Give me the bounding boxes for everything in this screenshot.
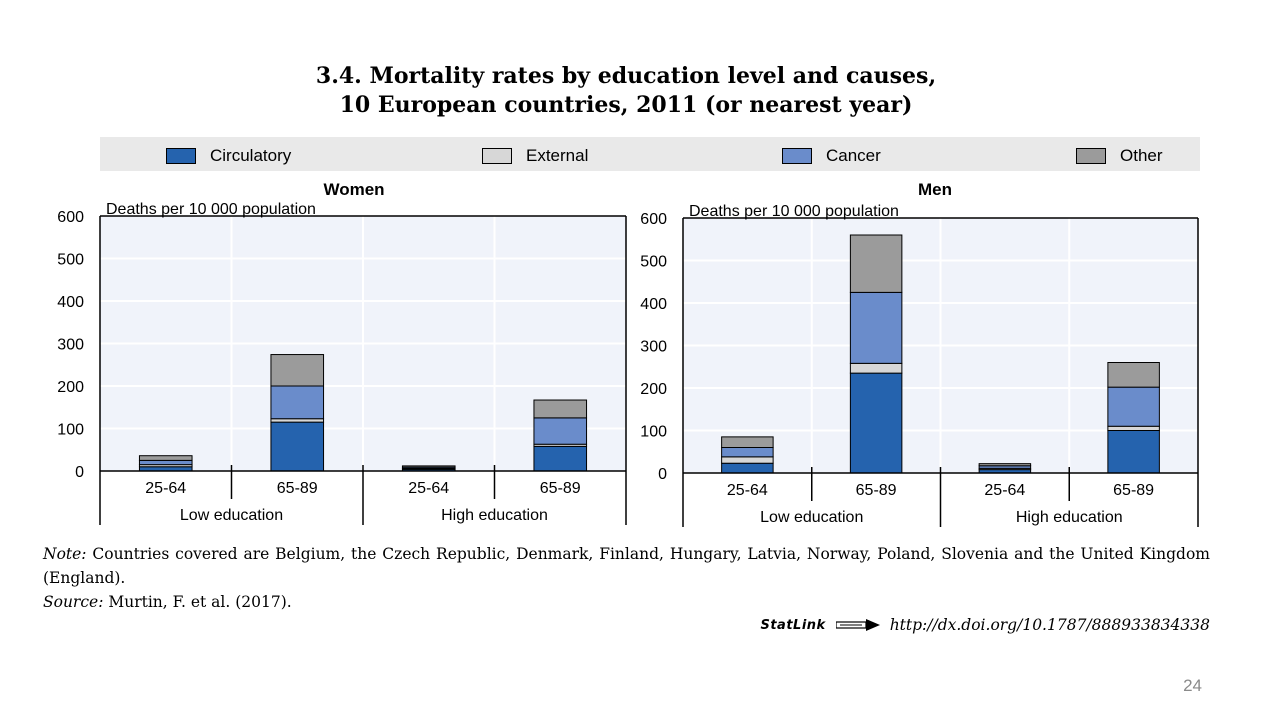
x-tick-label: 65-89 — [540, 480, 581, 497]
legend-swatch-other — [1076, 148, 1106, 164]
x-tick-label: 25-64 — [145, 480, 186, 497]
bar-circulatory-3 — [1107, 430, 1160, 474]
note-line: Note: Countries covered are Belgium, the… — [43, 542, 1210, 590]
bar-external-3 — [1107, 425, 1160, 431]
bar-other-2 — [401, 465, 456, 468]
group-label: High education — [441, 507, 548, 524]
note-block: Note: Countries covered are Belgium, the… — [43, 542, 1210, 614]
bar-cancer-1 — [849, 291, 903, 364]
bar-external-0 — [721, 456, 774, 464]
chart-title-line-1: 3.4. Mortality rates by education level … — [315, 63, 937, 89]
y-tick-label: 100 — [640, 424, 667, 441]
x-tick-label: 25-64 — [408, 480, 449, 497]
y-tick-label: 100 — [57, 422, 84, 439]
y-tick-label: 0 — [658, 466, 667, 483]
y-tick-label: 300 — [57, 337, 84, 354]
bar-circulatory-1 — [849, 372, 903, 474]
legend-item-external: External — [482, 146, 588, 166]
legend-label-cancer: Cancer — [826, 146, 881, 165]
bar-other-3 — [1107, 362, 1160, 388]
x-tick-label: 65-89 — [1113, 482, 1154, 499]
x-tick-label: 65-89 — [856, 482, 897, 499]
y-tick-label: 300 — [640, 339, 667, 356]
y-tick-label: 400 — [57, 294, 84, 311]
y-axis-label: Deaths per 10 000 population — [106, 201, 316, 218]
x-tick-label: 25-64 — [727, 482, 768, 499]
bar-other-1 — [270, 354, 325, 387]
chart-men: 0 100 200 300 400 500 600 Deaths per 10 000 pop… — [640, 180, 1199, 527]
legend-item-other: Other — [1076, 146, 1163, 166]
group-label: Low education — [760, 509, 863, 526]
legend-item-circulatory: Circulatory — [166, 146, 291, 166]
bar-circulatory-0 — [721, 462, 774, 474]
statlink-arrow-icon — [835, 619, 880, 631]
bar-cancer-1 — [270, 385, 325, 420]
source-label: Source: — [43, 593, 104, 611]
legend-swatch-cancer — [782, 148, 812, 164]
x-tick-label: 25-64 — [984, 482, 1025, 499]
legend-item-cancer: Cancer — [782, 146, 881, 166]
chart-title: 3.4. Mortality rates by education level … — [0, 62, 1252, 120]
y-tick-label: 200 — [640, 381, 667, 398]
legend: Circulatory External Cancer Other — [100, 137, 1200, 171]
chart-women: 0 100 200 300 400 500 600 Deaths per 10 000 pop… — [57, 180, 627, 525]
statlink-url[interactable]: http://dx.doi.org/10.1787/888933834338 — [889, 616, 1210, 634]
legend-label-circulatory: Circulatory — [210, 146, 292, 165]
source-text: Murtin, F. et al. (2017). — [108, 593, 292, 611]
note-label: Note: — [43, 545, 87, 563]
bar-cancer-0 — [138, 459, 193, 466]
statlink: StatLink http://dx.doi.org/10.1787/88893… — [760, 616, 1210, 634]
y-tick-label: 400 — [640, 296, 667, 313]
bar-external-1 — [270, 418, 325, 423]
y-tick-label: 600 — [640, 211, 667, 228]
bar-other-0 — [138, 455, 193, 461]
group-label: High education — [1016, 509, 1123, 526]
source-line: Source: Murtin, F. et al. (2017). — [43, 590, 1210, 614]
statlink-logo: StatLink — [760, 617, 826, 633]
bar-other-2 — [978, 463, 1032, 467]
group-label: Low education — [180, 507, 283, 524]
legend-label-external: External — [526, 146, 589, 165]
y-tick-label: 200 — [57, 379, 84, 396]
y-tick-label: 600 — [57, 209, 84, 226]
legend-swatch-external — [482, 148, 512, 164]
chart-title-line-2: 10 European countries, 2011 (or nearest … — [339, 92, 913, 118]
bar-circulatory-3 — [533, 445, 588, 472]
note-text: Countries covered are Belgium, the Czech… — [43, 545, 1210, 587]
bar-other-1 — [849, 234, 903, 293]
bar-cancer-0 — [721, 447, 774, 458]
legend-label-other: Other — [1120, 146, 1163, 165]
y-tick-label: 0 — [75, 464, 84, 481]
panel-title: Men — [918, 180, 952, 199]
page-number: 24 — [1183, 676, 1202, 695]
bar-cancer-3 — [533, 417, 588, 445]
bar-other-3 — [533, 399, 588, 419]
bar-cancer-3 — [1107, 386, 1160, 427]
legend-swatch-circulatory — [166, 148, 196, 164]
bar-circulatory-1 — [270, 421, 325, 472]
x-tick-label: 65-89 — [277, 480, 318, 497]
y-axis-label: Deaths per 10 000 population — [689, 203, 899, 220]
bar-external-1 — [849, 362, 903, 374]
panel-title: Women — [323, 180, 384, 199]
y-tick-label: 500 — [640, 254, 667, 271]
bar-other-0 — [721, 436, 774, 448]
y-tick-label: 500 — [57, 252, 84, 269]
